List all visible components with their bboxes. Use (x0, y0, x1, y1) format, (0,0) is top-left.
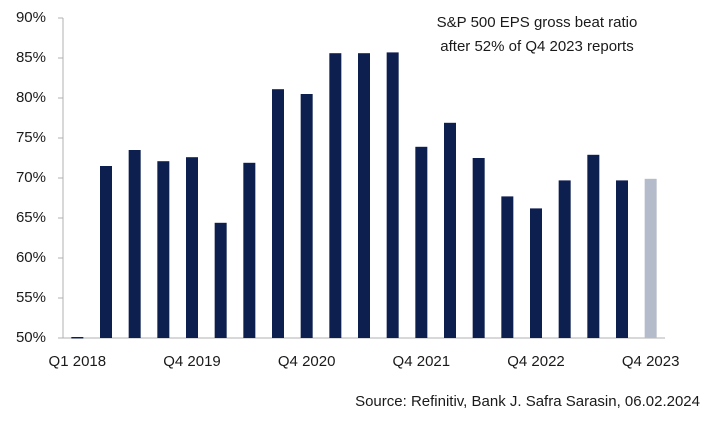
bar (272, 89, 284, 338)
bar (444, 122, 456, 338)
bar (128, 150, 141, 338)
bar (300, 94, 313, 338)
bar (186, 157, 198, 338)
bar (530, 208, 542, 338)
x-tick-label: Q4 2019 (163, 353, 221, 370)
bar (386, 52, 399, 339)
bar (415, 146, 428, 338)
bar (501, 196, 514, 338)
bar (243, 162, 256, 338)
y-tick-label: 85% (16, 49, 46, 66)
bar (329, 53, 342, 338)
x-tick-label: Q4 2022 (507, 353, 565, 370)
x-tick-label: Q4 2023 (622, 353, 680, 370)
bar (71, 337, 84, 339)
x-tick-label: Q4 2020 (278, 353, 336, 370)
annotation: after 52% of Q4 2023 reports (440, 38, 633, 55)
bar (358, 53, 370, 338)
y-tick-label: 50% (16, 329, 46, 346)
y-tick-label: 65% (16, 209, 46, 226)
bar (214, 222, 227, 338)
bar (587, 154, 600, 338)
bar (558, 180, 571, 338)
y-tick-label: 75% (16, 129, 46, 146)
y-tick-label: 70% (16, 169, 46, 186)
bar (616, 180, 628, 338)
bar (472, 158, 485, 338)
x-tick-label: Q4 2021 (393, 353, 451, 370)
bar (100, 166, 112, 338)
y-tick-label: 90% (16, 9, 46, 26)
bar (644, 178, 657, 338)
y-tick-label: 80% (16, 89, 46, 106)
x-tick-label: Q1 2018 (49, 353, 107, 370)
y-tick-label: 55% (16, 289, 46, 306)
y-tick-label: 60% (16, 249, 46, 266)
bar (157, 161, 170, 338)
annotation: S&P 500 EPS gross beat ratio (437, 14, 638, 31)
source: Source: Refinitiv, Bank J. Safra Sarasin… (355, 393, 700, 410)
